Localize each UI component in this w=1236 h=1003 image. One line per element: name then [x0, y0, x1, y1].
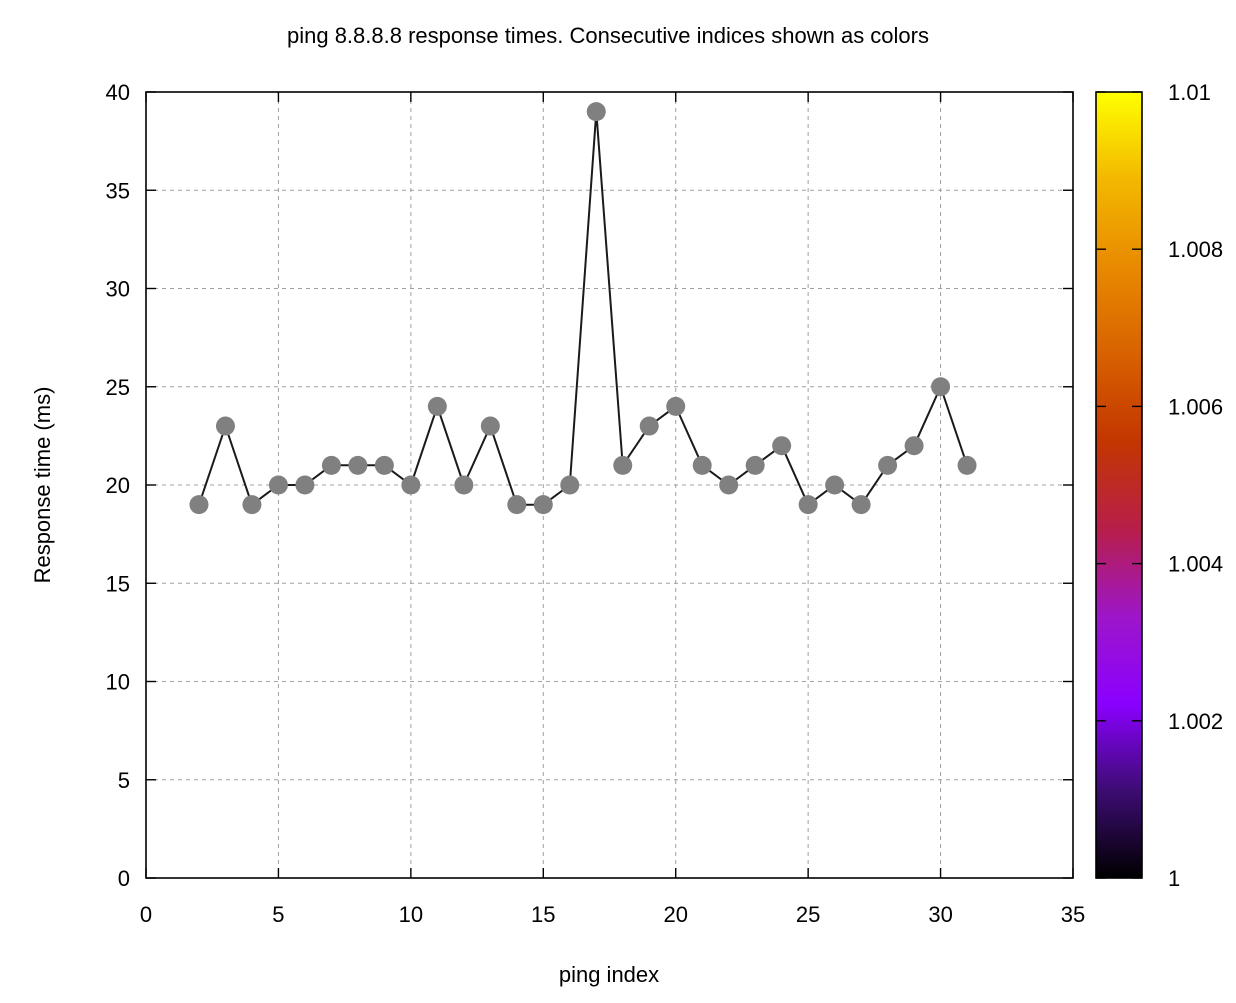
data-point	[957, 455, 977, 475]
x-tick-label: 35	[1061, 902, 1085, 927]
data-point	[295, 475, 315, 495]
x-tick-label: 20	[663, 902, 687, 927]
chart-title: ping 8.8.8.8 response times. Consecutive…	[287, 23, 929, 48]
data-point	[454, 475, 474, 495]
data-point	[878, 455, 898, 475]
data-point	[586, 102, 606, 122]
data-point	[931, 377, 951, 397]
y-tick-label: 5	[118, 768, 130, 793]
colorbar-tick-label: 1.004	[1168, 552, 1223, 577]
y-tick-label: 40	[106, 80, 130, 105]
data-point	[772, 436, 792, 456]
series-line	[198, 111, 969, 507]
data-point	[745, 455, 765, 475]
data-point	[639, 416, 659, 436]
colorbar-tick-label: 1.008	[1168, 237, 1223, 262]
data-point	[692, 455, 712, 475]
data-point	[480, 416, 500, 436]
y-axis-label: Response time (ms)	[30, 387, 55, 584]
data-point	[904, 436, 924, 456]
x-tick-label: 0	[140, 902, 152, 927]
colorbar-frame	[1095, 91, 1143, 879]
data-point	[533, 495, 553, 515]
x-tick-label: 5	[272, 902, 284, 927]
y-tick-label: 15	[106, 571, 130, 596]
y-tick-label: 10	[106, 670, 130, 695]
data-point	[560, 475, 580, 495]
data-point	[613, 455, 633, 475]
data-point	[189, 495, 209, 515]
data-point	[374, 455, 394, 475]
x-axis-label: ping index	[559, 962, 659, 987]
axis-ticks: 0 5 10 15 20 25 30 35 0 5 10 15 20 25 30 35 40	[106, 80, 1086, 927]
colorbar-tick-label: 1.006	[1168, 394, 1223, 419]
y-tick-label: 20	[106, 473, 130, 498]
y-tick-label: 0	[118, 866, 130, 891]
data-point	[401, 475, 421, 495]
x-tick-label: 10	[399, 902, 423, 927]
data-point	[427, 396, 447, 416]
plot-area	[145, 91, 1074, 879]
y-tick-label: 25	[106, 375, 130, 400]
data-point	[507, 495, 527, 515]
colorbar: 1 1.002 1.004 1.006 1.008 1.01	[1095, 80, 1223, 891]
colorbar-tick-label: 1	[1168, 866, 1180, 891]
data-point	[825, 475, 845, 495]
colorbar-gradient	[1096, 92, 1142, 878]
series-1	[189, 102, 977, 515]
data-point	[798, 495, 818, 515]
x-tick-label: 15	[531, 902, 555, 927]
x-tick-label: 30	[928, 902, 952, 927]
data-point	[851, 495, 871, 515]
colorbar-tick-label: 1.01	[1168, 80, 1211, 105]
data-point	[268, 475, 288, 495]
y-tick-label: 35	[106, 178, 130, 203]
x-tick-label: 25	[796, 902, 820, 927]
y-tick-label: 30	[106, 277, 130, 302]
data-point	[719, 475, 739, 495]
colorbar-tick-label: 1.002	[1168, 709, 1223, 734]
data-point	[321, 455, 341, 475]
data-point	[242, 495, 262, 515]
data-point	[666, 396, 686, 416]
data-point	[215, 416, 235, 436]
data-point	[348, 455, 368, 475]
